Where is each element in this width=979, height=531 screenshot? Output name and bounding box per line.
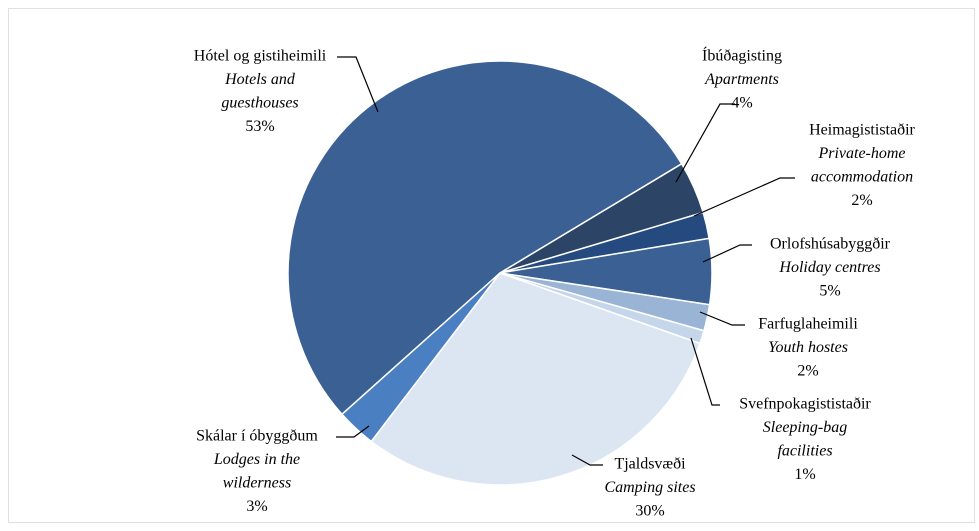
leader-line: [571, 454, 603, 466]
leader-line: [693, 177, 795, 217]
pie-slice: [340, 272, 501, 443]
slice-label-en: wilderness: [223, 475, 291, 492]
slice-label-en: Youth hostes: [768, 339, 848, 356]
slice-label: Farfuglaheimili: [758, 316, 858, 333]
slice-label-en: facilities: [777, 443, 832, 460]
value-label: 2%: [851, 192, 872, 209]
slice-label: Hótel og gistiheimili: [194, 48, 327, 65]
leader-line: [336, 425, 370, 438]
slice-label: Heimagististaðir: [809, 122, 915, 139]
value-label: 4%: [731, 95, 752, 112]
slice-label: Svefnpokagististaðir: [739, 396, 871, 413]
slice-label-en: Holiday centres: [778, 259, 880, 276]
slice-label: Skálar í óbyggðum: [196, 428, 318, 445]
slice-label-en: accommodation: [811, 169, 913, 186]
slice-label: Tjaldsvæði: [614, 456, 686, 473]
value-label: 2%: [797, 363, 818, 380]
value-label: 3%: [246, 498, 267, 515]
slice-label: Orlofshúsabyggðir: [770, 236, 891, 253]
slice-label-en: Sleeping-bag: [763, 419, 847, 436]
slice-label-en: guesthouses: [221, 95, 298, 112]
slice-label-en: Hotels and: [224, 71, 296, 88]
slice-label-en: Apartments: [704, 71, 779, 88]
leader-line: [690, 337, 720, 406]
value-label: 53%: [245, 118, 274, 135]
value-label: 30%: [635, 503, 664, 520]
leader-line: [702, 244, 752, 263]
slice-label: Íbúðagisting: [702, 46, 782, 65]
value-label: 5%: [819, 283, 840, 300]
slice-label-en: Private-home: [817, 145, 905, 162]
pie-slice: [370, 272, 701, 486]
leader-line: [675, 103, 735, 183]
leader-line: [699, 311, 745, 326]
value-label: 1%: [794, 466, 815, 483]
slice-label-en: Camping sites: [604, 479, 695, 496]
slice-label-en: Lodges in the: [213, 451, 300, 468]
leader-line: [337, 56, 379, 113]
